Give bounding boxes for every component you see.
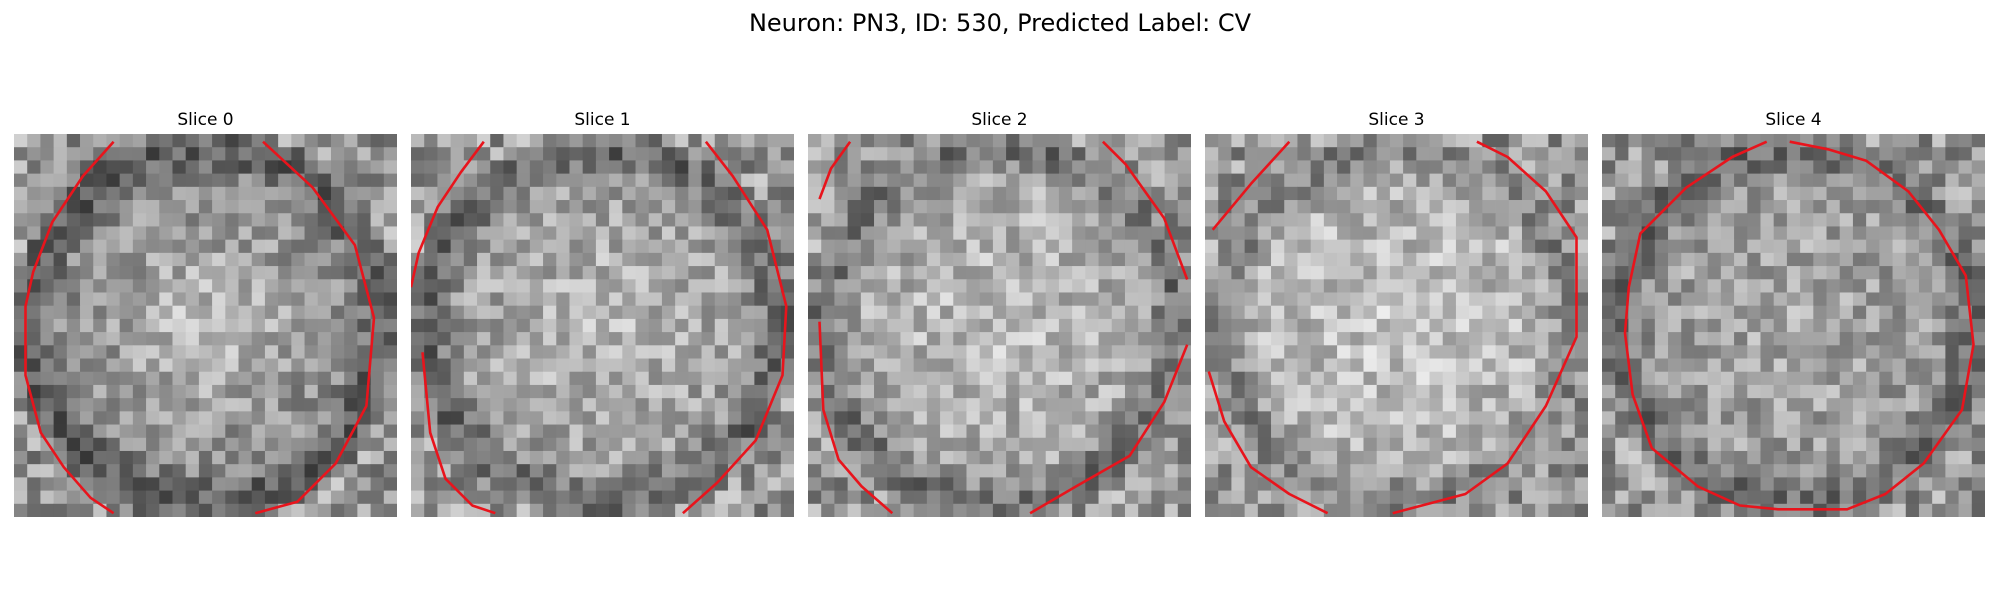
slice-panel-2: Slice 2 <box>808 108 1191 517</box>
slice-title: Slice 1 <box>574 110 631 130</box>
contour-line <box>818 140 852 200</box>
slice-title: Slice 0 <box>177 110 234 130</box>
contour-line <box>411 140 485 288</box>
slice-image <box>808 134 1191 517</box>
slice-image <box>1602 134 1985 517</box>
slice-panel-4: Slice 4 <box>1602 108 1985 517</box>
contour-line <box>1211 140 1291 231</box>
slice-title: Slice 4 <box>1765 110 1822 130</box>
contour-line <box>24 140 115 515</box>
contour-line <box>1207 371 1329 515</box>
slice-panel-1: Slice 1 <box>411 108 794 517</box>
slice-image <box>14 134 397 517</box>
slice-title: Slice 2 <box>971 110 1028 130</box>
contour-line <box>1101 140 1189 280</box>
slice-panel-3: Slice 3 <box>1205 108 1588 517</box>
contour-line <box>1029 344 1189 515</box>
contour-line <box>421 352 496 515</box>
slice-title: Slice 3 <box>1368 110 1425 130</box>
figure-title: Neuron: PN3, ID: 530, Predicted Label: C… <box>748 9 1252 37</box>
slice-image <box>1205 134 1588 517</box>
slice-panel-0: Slice 0 <box>14 108 397 517</box>
contour-line <box>254 140 376 515</box>
contour-line <box>1623 140 1975 511</box>
contour-line <box>682 140 788 515</box>
contour-line <box>1392 140 1578 515</box>
slice-image <box>411 134 794 517</box>
contour-line <box>818 321 894 515</box>
